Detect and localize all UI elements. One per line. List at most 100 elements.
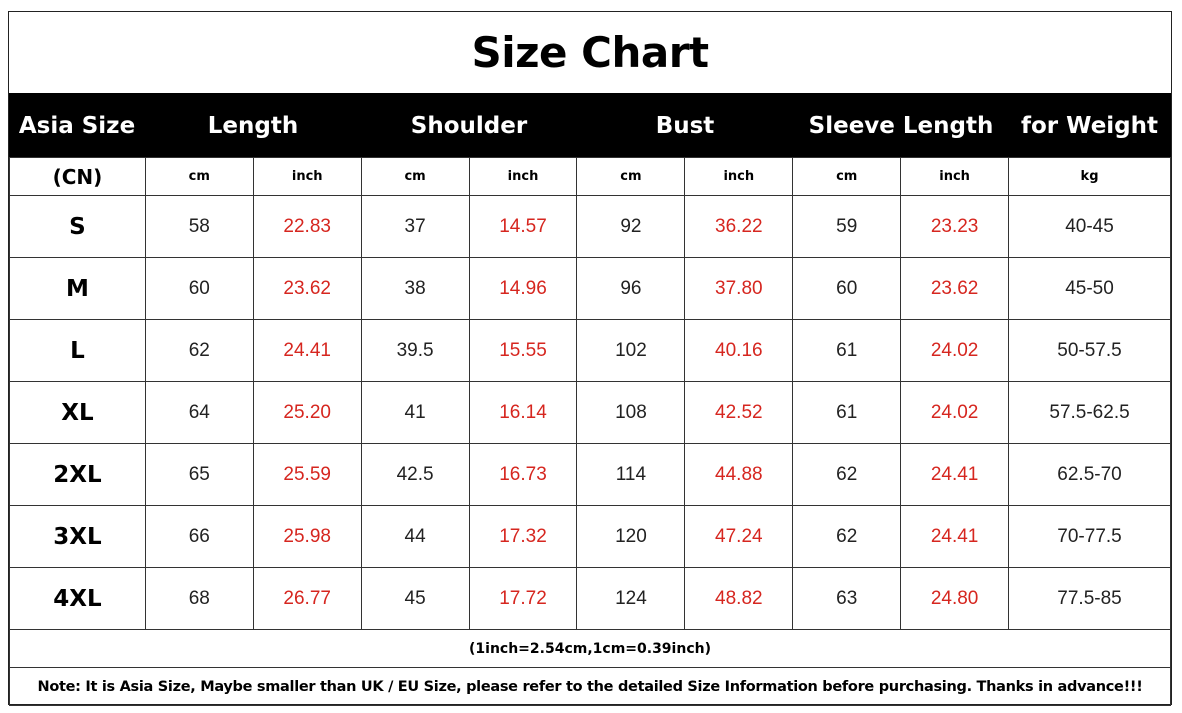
cm-cell: 63 (792, 567, 902, 630)
inch-cell: 24.02 (900, 381, 1010, 444)
size-label: 2XL (9, 443, 146, 506)
conversion-note: (1inch=2.54cm,1cm=0.39inch) (9, 629, 1171, 668)
unit-cell: inch (468, 157, 578, 196)
cm-cell: 37 (360, 195, 470, 258)
table-row: 3XL 66 25.98 44 17.32 120 47.24 62 24.41 70-77.5 (9, 505, 1171, 568)
cm-cell: 60 (144, 257, 254, 320)
table-row: S 58 22.83 37 14.57 92 36.22 59 23.23 40-45 (9, 195, 1171, 258)
cm-cell: 41 (360, 381, 470, 444)
cm-cell: 65 (144, 443, 254, 506)
cm-cell: 44 (360, 505, 470, 568)
cm-cell: 96 (576, 257, 686, 320)
inch-cell: 47.24 (684, 505, 794, 568)
cm-cell: 64 (144, 381, 254, 444)
conversion-row: (1inch=2.54cm,1cm=0.39inch) (9, 629, 1171, 668)
unit-cell: cm (360, 157, 470, 196)
cm-cell: 66 (144, 505, 254, 568)
weight-cell: 45-50 (1008, 257, 1171, 320)
size-label: 4XL (9, 567, 146, 630)
unit-row: (CN) cm inch cm inch cm inch cm inch kg (9, 157, 1171, 196)
size-label: 3XL (9, 505, 146, 568)
header-bar: Asia Size Length Shoulder Bust Sleeve Le… (9, 93, 1171, 157)
cm-cell: 39.5 (360, 319, 470, 382)
table-row: 2XL 65 25.59 42.5 16.73 114 44.88 62 24.41 62.5-7… (9, 443, 1171, 506)
inch-cell: 25.59 (252, 443, 362, 506)
inch-cell: 24.80 (900, 567, 1010, 630)
cm-cell: 108 (576, 381, 686, 444)
cm-cell: 58 (144, 195, 254, 258)
inch-cell: 14.57 (468, 195, 578, 258)
inch-cell: 24.02 (900, 319, 1010, 382)
unit-cn: (CN) (9, 157, 146, 196)
inch-cell: 37.80 (684, 257, 794, 320)
cm-cell: 124 (576, 567, 686, 630)
inch-cell: 16.73 (468, 443, 578, 506)
weight-cell: 50-57.5 (1008, 319, 1171, 382)
cm-cell: 60 (792, 257, 902, 320)
size-label: XL (9, 381, 146, 444)
inch-cell: 24.41 (252, 319, 362, 382)
cm-cell: 92 (576, 195, 686, 258)
cm-cell: 62 (144, 319, 254, 382)
inch-cell: 24.41 (900, 443, 1010, 506)
inch-cell: 17.32 (468, 505, 578, 568)
unit-cell: cm (576, 157, 686, 196)
unit-cell: kg (1008, 157, 1171, 196)
inch-cell: 23.23 (900, 195, 1010, 258)
cm-cell: 38 (360, 257, 470, 320)
header-asia-size: Asia Size (18, 113, 136, 139)
size-table: (CN) cm inch cm inch cm inch cm inch kg … (9, 157, 1171, 706)
inch-cell: 48.82 (684, 567, 794, 630)
cm-cell: 62 (792, 505, 902, 568)
header-length: Length (207, 113, 299, 139)
inch-cell: 36.22 (684, 195, 794, 258)
unit-cell: inch (900, 157, 1010, 196)
inch-cell: 16.14 (468, 381, 578, 444)
size-label: L (9, 319, 146, 382)
header-for-weight: for Weight (1020, 113, 1159, 139)
inch-cell: 14.96 (468, 257, 578, 320)
unit-cell: cm (144, 157, 254, 196)
table-row: 4XL 68 26.77 45 17.72 124 48.82 63 24.80 77.5-85 (9, 567, 1171, 630)
footer-note: Note: It is Asia Size, Maybe smaller tha… (9, 667, 1171, 706)
inch-cell: 40.16 (684, 319, 794, 382)
cm-cell: 68 (144, 567, 254, 630)
header-sleeve-length: Sleeve Length (808, 113, 994, 139)
weight-cell: 62.5-70 (1008, 443, 1171, 506)
weight-cell: 40-45 (1008, 195, 1171, 258)
weight-cell: 57.5-62.5 (1008, 381, 1171, 444)
table-row: L 62 24.41 39.5 15.55 102 40.16 61 24.02 50-57.5 (9, 319, 1171, 382)
cm-cell: 42.5 (360, 443, 470, 506)
cm-cell: 61 (792, 319, 902, 382)
inch-cell: 23.62 (900, 257, 1010, 320)
unit-cell: inch (252, 157, 362, 196)
cm-cell: 114 (576, 443, 686, 506)
cm-cell: 45 (360, 567, 470, 630)
footer-row: Note: It is Asia Size, Maybe smaller tha… (9, 667, 1171, 706)
weight-cell: 70-77.5 (1008, 505, 1171, 568)
inch-cell: 24.41 (900, 505, 1010, 568)
inch-cell: 23.62 (252, 257, 362, 320)
cm-cell: 120 (576, 505, 686, 568)
size-label: M (9, 257, 146, 320)
size-label: S (9, 195, 146, 258)
inch-cell: 25.20 (252, 381, 362, 444)
inch-cell: 17.72 (468, 567, 578, 630)
cm-cell: 62 (792, 443, 902, 506)
unit-cell: cm (792, 157, 902, 196)
table-row: XL 64 25.20 41 16.14 108 42.52 61 24.02 57.5-62.5 (9, 381, 1171, 444)
cm-cell: 61 (792, 381, 902, 444)
inch-cell: 22.83 (252, 195, 362, 258)
inch-cell: 42.52 (684, 381, 794, 444)
inch-cell: 15.55 (468, 319, 578, 382)
cm-cell: 59 (792, 195, 902, 258)
inch-cell: 26.77 (252, 567, 362, 630)
unit-cell: inch (684, 157, 794, 196)
header-shoulder: Shoulder (410, 113, 528, 139)
header-bust: Bust (655, 113, 715, 139)
size-chart: Size Chart Asia Size Length Shoulder Bus… (8, 11, 1172, 706)
chart-title: Size Chart (471, 28, 709, 77)
cm-cell: 102 (576, 319, 686, 382)
weight-cell: 77.5-85 (1008, 567, 1171, 630)
table-row: M 60 23.62 38 14.96 96 37.80 60 23.62 45-50 (9, 257, 1171, 320)
